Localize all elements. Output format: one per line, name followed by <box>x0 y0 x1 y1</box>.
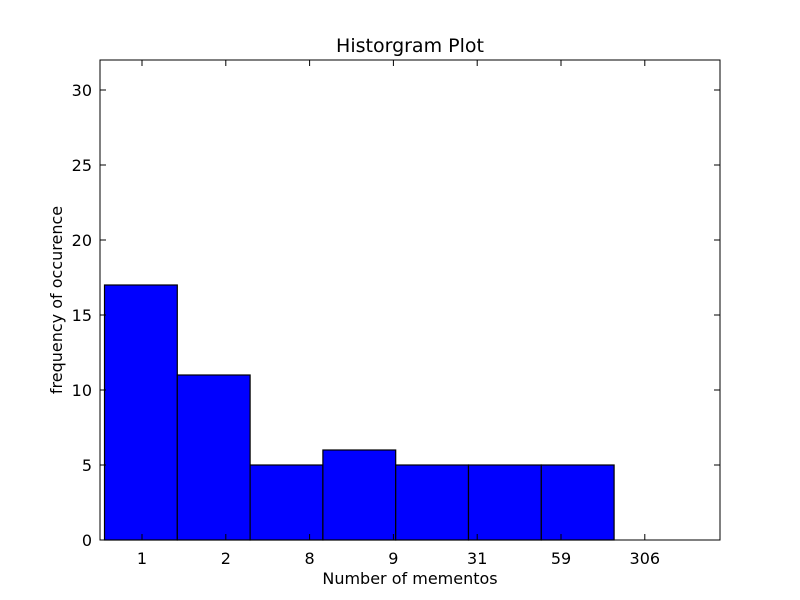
y-tick-label: 10 <box>72 381 92 400</box>
x-tick-label: 1 <box>137 549 147 568</box>
y-axis-label: frequency of occurence <box>47 206 66 394</box>
x-tick-label: 9 <box>388 549 398 568</box>
x-axis-ticks: 1 2 8 9 31 59 306 <box>137 60 660 568</box>
histogram-bar <box>103 284 178 541</box>
y-tick-label: 5 <box>82 456 92 475</box>
plot-frame <box>99 59 721 541</box>
bars-group <box>103 284 615 541</box>
y-tick-label: 30 <box>72 81 92 100</box>
x-tick-label: 59 <box>551 549 571 568</box>
y-tick-label: 15 <box>72 306 92 325</box>
y-tick-label: 25 <box>72 156 92 175</box>
histogram-bar <box>176 374 251 541</box>
x-tick-label: 306 <box>630 549 661 568</box>
y-tick-label: 0 <box>82 531 92 550</box>
y-tick-label: 20 <box>72 231 92 250</box>
chart-title: Historgram Plot <box>336 35 484 57</box>
histogram-bar <box>322 449 397 541</box>
histogram-bar <box>395 464 470 541</box>
histogram-bar <box>467 464 542 541</box>
histogram-bar <box>540 464 615 541</box>
histogram-bar <box>249 464 324 541</box>
x-axis-label: Number of mementos <box>322 569 497 588</box>
x-tick-label: 31 <box>467 549 487 568</box>
y-axis-ticks: 0 5 10 15 20 25 30 <box>72 81 720 550</box>
x-tick-label: 2 <box>221 549 231 568</box>
x-tick-label: 8 <box>305 549 315 568</box>
